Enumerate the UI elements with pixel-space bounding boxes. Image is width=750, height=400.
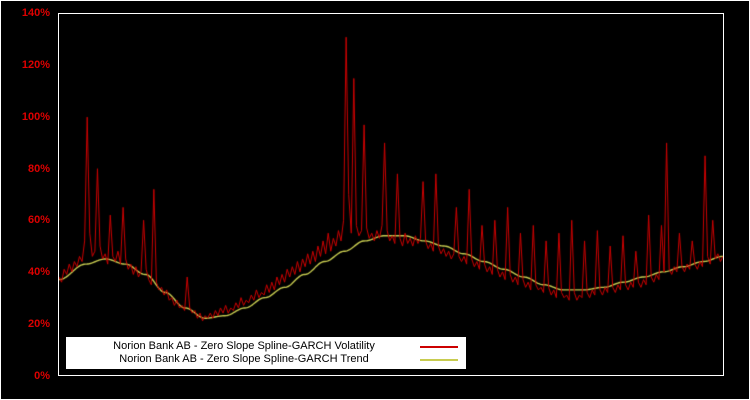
chart-legend: Norion Bank AB - Zero Slope Spline-GARCH… xyxy=(66,337,466,369)
y-tick-label: 60% xyxy=(27,214,50,227)
y-tick-label: 140% xyxy=(21,7,50,19)
legend-label-trend: Norion Bank AB - Zero Slope Spline-GARCH… xyxy=(119,353,369,365)
legend-label-volatility: Norion Bank AB - Zero Slope Spline-GARCH… xyxy=(113,340,375,352)
y-tick-label: 40% xyxy=(27,266,50,279)
y-tick-label: 80% xyxy=(27,162,50,175)
legend-row-volatility: Norion Bank AB - Zero Slope Spline-GARCH… xyxy=(74,340,458,353)
y-tick-label: 120% xyxy=(21,58,50,71)
volatility-line-sample-icon xyxy=(420,345,458,348)
y-axis-tick-labels: 0% 20% 40% 60% 80% 100% 120% 140% xyxy=(1,1,54,400)
y-tick-label: 20% xyxy=(27,318,50,331)
y-tick-label: 100% xyxy=(21,110,50,123)
chart-canvas xyxy=(59,14,723,375)
y-tick-label: 0% xyxy=(34,370,50,382)
legend-row-trend: Norion Bank AB - Zero Slope Spline-GARCH… xyxy=(74,353,458,366)
plot-area: Norion Bank AB - Zero Slope Spline-GARCH… xyxy=(58,13,724,376)
trend-line-sample-icon xyxy=(420,358,458,361)
